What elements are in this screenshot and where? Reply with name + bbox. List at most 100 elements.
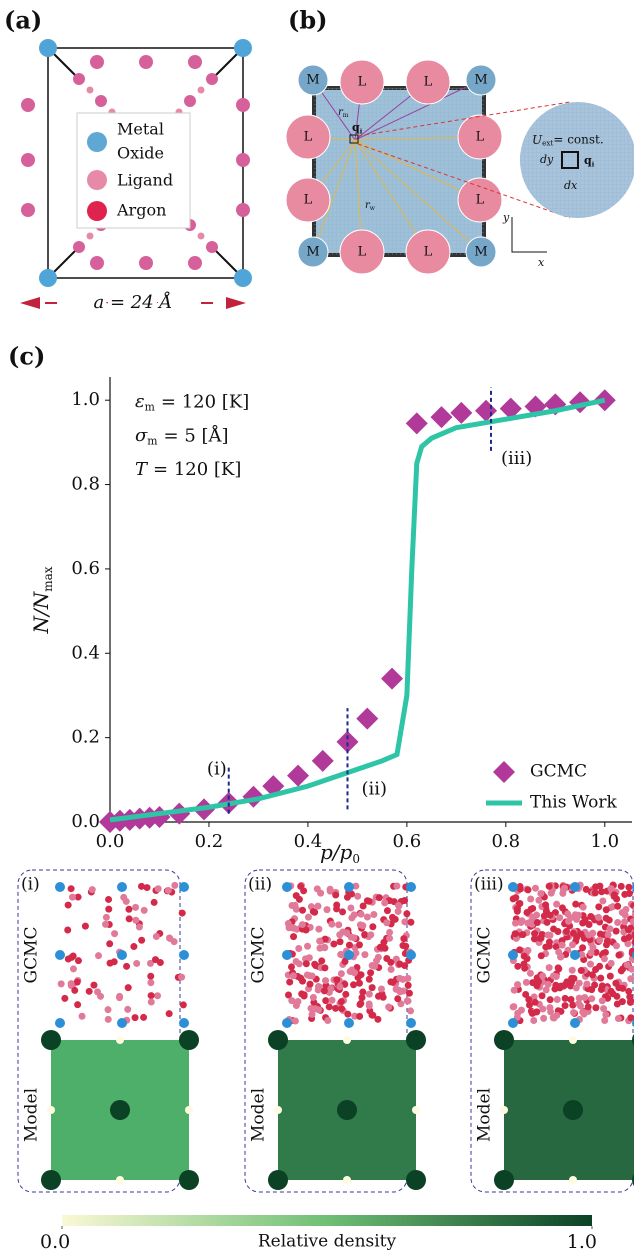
u-ext: Uext= const.: [532, 132, 604, 148]
node: [339, 59, 385, 105]
atom: [132, 916, 140, 924]
atom: [559, 886, 567, 894]
atom: [514, 981, 522, 989]
pore: [274, 1106, 282, 1114]
point: [405, 412, 428, 435]
row-label: Model: [22, 1088, 42, 1142]
pore: [494, 1170, 514, 1190]
atom: [606, 925, 614, 933]
zoom: [357, 101, 571, 137]
r-w-sub: w: [370, 205, 376, 212]
point: [381, 667, 404, 690]
atom: [363, 897, 371, 905]
x-tick-label: 0.2: [195, 831, 224, 852]
atom: [540, 1014, 548, 1022]
atom: [102, 920, 110, 928]
atom: [333, 976, 341, 984]
legend-swatch: [87, 170, 107, 190]
atom: [552, 981, 560, 989]
snapshot-label: (ii): [248, 875, 272, 895]
legend-swatch: [493, 761, 515, 783]
atom: [343, 893, 351, 901]
atom: [599, 897, 607, 905]
atom: [602, 914, 610, 922]
atom: [178, 973, 186, 981]
atom: [356, 921, 364, 929]
atom: [367, 969, 375, 977]
atom: [69, 965, 77, 973]
pore: [343, 1176, 351, 1184]
atom: [516, 946, 524, 954]
atom: [537, 934, 545, 942]
metal: [39, 39, 57, 57]
colorbar-tick-label: 1.0: [567, 1231, 597, 1253]
atom: [327, 984, 335, 992]
dx: dx: [564, 179, 578, 192]
atom: [546, 931, 554, 939]
atom: [302, 926, 310, 934]
zoom: [357, 143, 571, 219]
atom: [315, 925, 323, 933]
atom: [588, 995, 596, 1003]
atom: [337, 951, 345, 959]
arrow-right: [226, 297, 246, 309]
pore: [569, 1036, 577, 1044]
atom: [123, 962, 131, 970]
y-tick-label: 1.0: [71, 389, 100, 410]
pore: [268, 1030, 288, 1050]
atom: [106, 959, 114, 967]
panel-label: (c): [8, 342, 45, 371]
param-main: T: [135, 459, 149, 480]
atom: [509, 1003, 517, 1011]
atom: [512, 919, 520, 927]
node-label: M: [474, 245, 487, 260]
param: σm = 5 [Å]: [135, 424, 229, 447]
legend-label: Oxide: [117, 144, 164, 163]
atom: [612, 927, 620, 935]
atom: [138, 936, 146, 944]
atom: [321, 943, 329, 951]
atom: [105, 905, 113, 913]
q-i-main: q: [584, 154, 592, 167]
y-tick-label: 0.8: [71, 474, 100, 495]
snapshot-box: [244, 869, 408, 1193]
y-tick-label: 0.6: [71, 558, 100, 579]
node-label: L: [304, 130, 313, 145]
atom: [603, 937, 611, 945]
atom: [356, 1012, 364, 1020]
legend-label: This Work: [530, 793, 618, 813]
atom: [291, 901, 299, 909]
metal: [234, 269, 252, 287]
atom: [338, 1005, 346, 1013]
node-label: M: [306, 245, 319, 260]
linker: [206, 73, 218, 85]
pore: [179, 1030, 199, 1050]
atom: [306, 980, 314, 988]
atom: [539, 972, 547, 980]
atom: [385, 1003, 393, 1011]
atom: [380, 938, 388, 946]
atom: [607, 959, 615, 967]
q-i-sub: i: [360, 127, 363, 135]
node: [297, 64, 329, 96]
atom: [602, 1011, 610, 1019]
atom: [564, 917, 572, 925]
atom: [558, 904, 566, 912]
atom: [552, 943, 560, 951]
atom: [309, 908, 317, 916]
pore: [41, 1170, 61, 1190]
pore: [47, 1106, 55, 1114]
param: T = 120 [K]: [135, 459, 241, 480]
atom: [557, 953, 565, 961]
atom: [64, 955, 72, 963]
atom: [404, 974, 412, 982]
linker: [86, 86, 94, 94]
atom: [615, 984, 623, 992]
metal: [117, 882, 127, 892]
point: [336, 730, 359, 753]
atom: [143, 884, 151, 892]
atom: [295, 960, 303, 968]
atom: [586, 960, 594, 968]
atom: [116, 994, 124, 1002]
metal: [282, 882, 292, 892]
